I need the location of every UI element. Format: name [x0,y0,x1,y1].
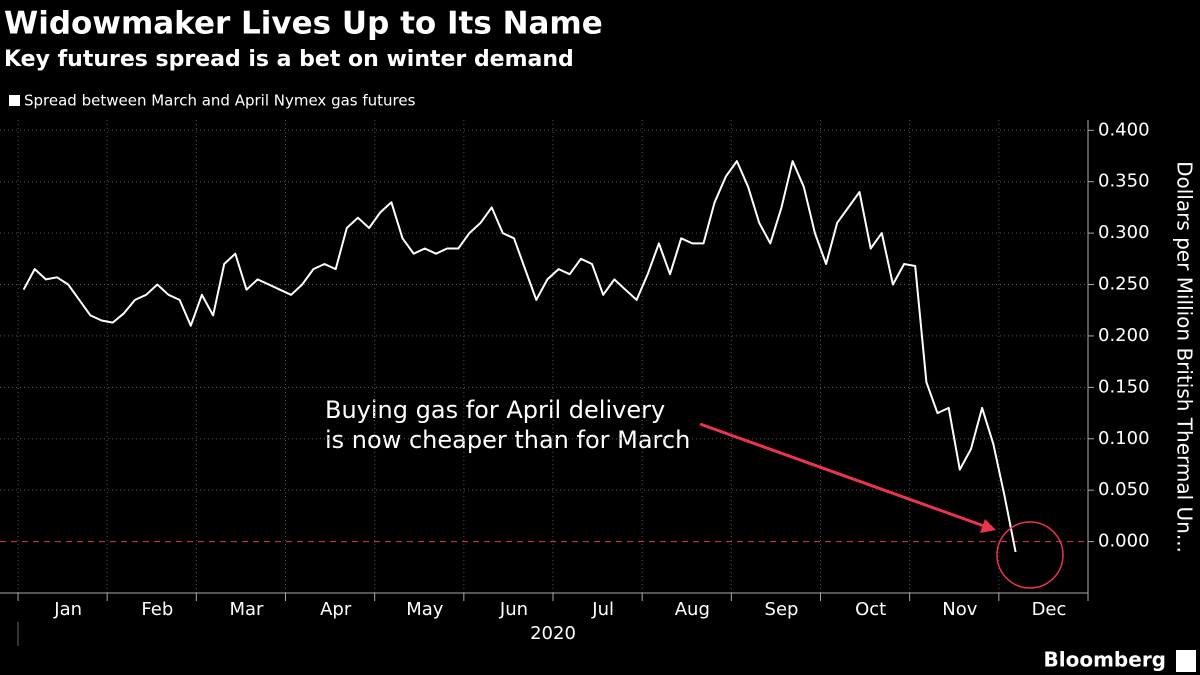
annotation: is now cheaper than for March [325,426,690,454]
annotation: Buying gas for April delivery [325,396,665,424]
source-logo: Bloomberg [1044,648,1166,672]
y-axis-label: Dollars per Million British Thermal Un..… [1173,161,1197,553]
x-tick-label: Sep [765,599,799,620]
x-tick-label: Apr [320,599,352,620]
x-tick-label: Mar [230,599,265,620]
legend-label: Spread between March and April Nymex gas… [24,92,416,110]
chart-title: Widowmaker Lives Up to Its Name [4,6,603,42]
y-tick-label: 0.300 [1098,222,1150,243]
x-tick-label: Dec [1032,599,1067,620]
annotation-arrow [699,422,985,528]
x-tick-label: Feb [141,599,173,620]
y-tick-label: 0.050 [1098,479,1150,500]
x-tick-label: Oct [855,599,886,620]
y-tick-label: 0.400 [1098,119,1150,140]
chart-subtitle: Key futures spread is a bet on winter de… [4,47,574,72]
x-axis-label: 2020 [530,623,576,644]
x-tick-label: Jan [53,599,82,620]
y-tick-label: 0.150 [1098,376,1150,397]
line-series [22,160,1017,553]
y-tick-label: 0.000 [1098,531,1150,552]
x-tick-label: Jul [591,599,614,620]
logo-icon [1176,650,1196,672]
annotation-arrowhead [980,519,996,533]
annotation-circle [996,521,1064,589]
x-tick-label: Aug [675,599,710,620]
x-tick-label: Nov [942,599,977,620]
y-tick-label: 0.200 [1098,325,1150,346]
x-tick-label: Jun [499,599,528,620]
y-tick-label: 0.250 [1098,274,1150,295]
legend-swatch [9,95,20,106]
x-tick-label: May [406,599,444,620]
y-tick-label: 0.100 [1098,428,1150,449]
y-tick-label: 0.350 [1098,171,1150,192]
